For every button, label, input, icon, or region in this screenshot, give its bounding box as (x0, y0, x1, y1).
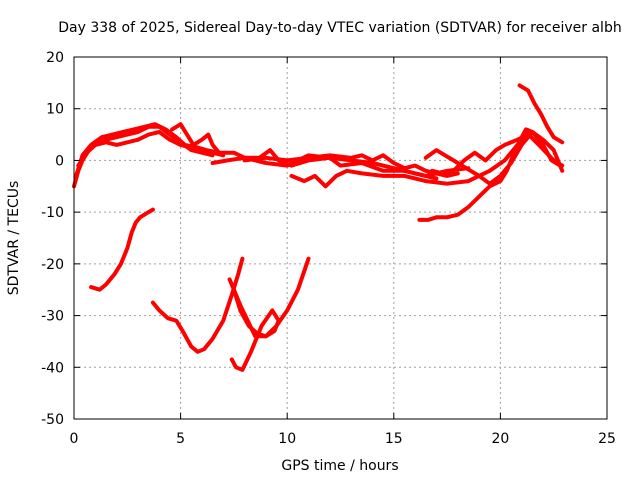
x-tick-label: 20 (491, 431, 509, 447)
series-line-trace-3 (76, 130, 226, 168)
plot-frame (73, 56, 608, 420)
axis-ticks: 0 5 10 15 20 25 -50 -40 -30 -20 -10 0 10 20 (41, 50, 616, 447)
y-tick-label: 10 (46, 102, 64, 118)
series-line-trace-12 (89, 207, 155, 292)
y-tick-label: -30 (41, 309, 64, 325)
x-tick-label: 15 (385, 431, 403, 447)
x-tick-label: 0 (70, 431, 79, 447)
y-tick-label: 20 (46, 50, 64, 66)
y-tick-label: -40 (41, 360, 64, 376)
series-line-trace-13 (150, 256, 245, 354)
x-tick-label: 5 (176, 431, 185, 447)
series-line-trace-9 (423, 130, 565, 186)
grid (74, 57, 607, 419)
x-tick-label: 10 (278, 431, 296, 447)
x-axis-label: GPS time / hours (281, 458, 398, 474)
series-group (72, 83, 565, 372)
series-line-trace-11 (517, 83, 565, 145)
y-axis-label: SDTVAR / TECUs (6, 181, 22, 296)
series-line-trace-10 (430, 132, 531, 176)
y-tick-label: 0 (55, 153, 64, 169)
series-line-trace-15 (227, 256, 311, 339)
y-tick-label: -10 (41, 205, 64, 221)
y-tick-label: -50 (41, 412, 64, 428)
chart-title: Day 338 of 2025, Sidereal Day-to-day VTE… (58, 20, 621, 36)
x-tick-label: 25 (598, 431, 616, 447)
y-tick-label: -20 (41, 257, 64, 273)
